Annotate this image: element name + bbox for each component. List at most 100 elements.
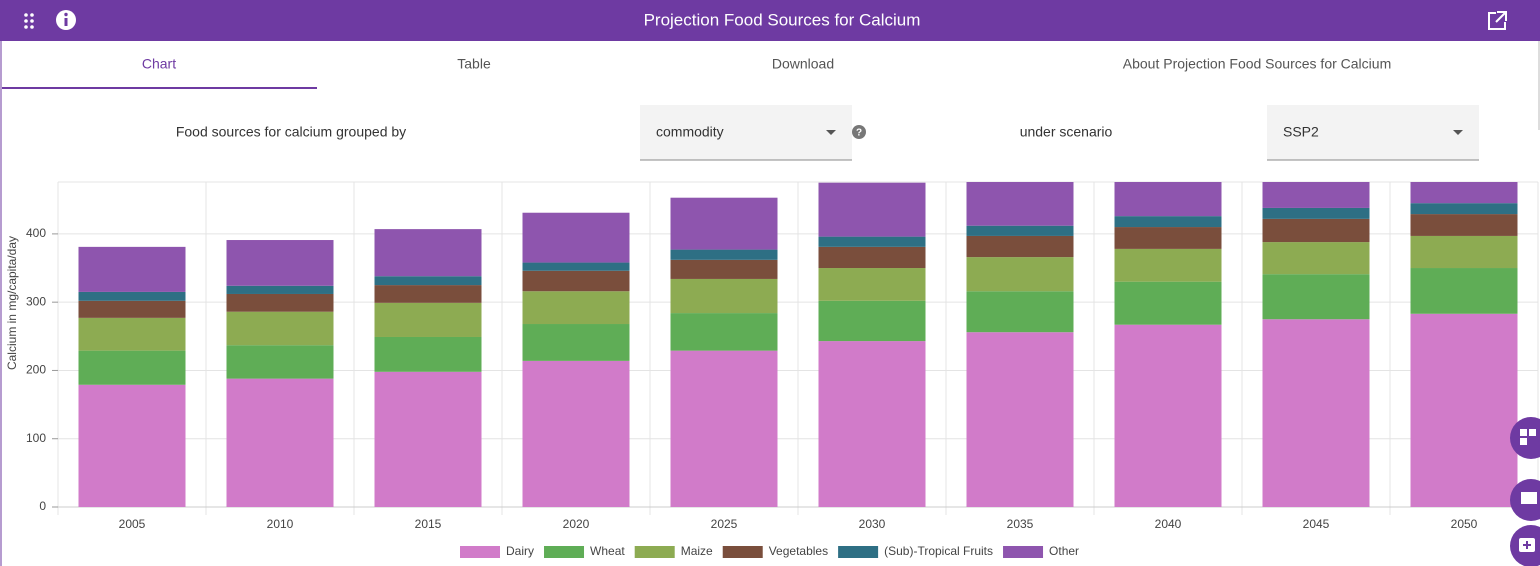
legend-label: (Sub)-Tropical Fruits	[884, 544, 993, 558]
legend-swatch	[722, 546, 763, 558]
bar-segment	[1410, 203, 1518, 215]
bar-segment	[226, 345, 334, 379]
bar-segment	[78, 291, 186, 301]
bar-segment	[1262, 242, 1370, 275]
bar-segment	[226, 293, 334, 312]
bar-segment	[78, 246, 186, 292]
bar-segment	[78, 300, 186, 318]
floating-button[interactable]	[1510, 479, 1540, 521]
bar-segment	[374, 276, 482, 286]
x-tick-label: 2035	[1007, 517, 1034, 531]
bar-segment	[78, 384, 186, 507]
bars	[78, 182, 1518, 507]
bar-segment	[818, 341, 926, 507]
x-tick-label: 2025	[711, 517, 738, 531]
x-tick-label: 2030	[859, 517, 886, 531]
header-bar	[0, 0, 1540, 41]
legend-label: Other	[1049, 544, 1079, 558]
bar-segment	[966, 332, 1074, 507]
y-axis-title: Calcium in mg/capita/day	[5, 236, 19, 370]
bar-segment	[670, 278, 778, 314]
bar-segment	[966, 225, 1074, 236]
x-tick-label: 2050	[1451, 517, 1478, 531]
x-tick-label: 2015	[415, 517, 442, 531]
y-tick-label: 400	[26, 226, 46, 240]
bar-segment	[226, 378, 334, 507]
bar-segment	[966, 291, 1074, 333]
y-tick-label: 300	[26, 294, 46, 308]
bar-segment	[374, 371, 482, 507]
bar-segment	[78, 350, 186, 385]
active-tab-indicator	[2, 87, 317, 89]
x-tick-label: 2040	[1155, 517, 1182, 531]
legend-label: Maize	[681, 544, 713, 558]
x-tick-label: 2005	[119, 517, 146, 531]
tab[interactable]: Download	[772, 56, 834, 72]
bar-segment	[1262, 182, 1370, 208]
bar-segment	[670, 197, 778, 250]
bar-segment	[374, 336, 482, 372]
chart: 0 100 200 300 400 2005 2010 2015 2020 2025 2030 203…	[26, 181, 1539, 558]
bar-segment	[966, 182, 1074, 226]
bar-segment	[818, 246, 926, 269]
bar-segment	[1410, 182, 1518, 204]
bar-segment	[1262, 207, 1370, 219]
bar-segment	[1114, 324, 1222, 507]
legend-label: Vegetables	[769, 544, 828, 558]
bar-segment	[78, 317, 186, 351]
bar-segment	[966, 235, 1074, 258]
bar-segment	[1114, 182, 1222, 217]
bar-segment	[1114, 248, 1222, 282]
info-icon[interactable]	[56, 10, 76, 30]
tab[interactable]: About Projection Food Sources for Calciu…	[1123, 56, 1391, 72]
tab[interactable]: Table	[457, 56, 491, 72]
open-external-icon[interactable]	[1488, 11, 1507, 30]
bar-segment	[670, 259, 778, 279]
apps-icon[interactable]	[24, 13, 34, 29]
bar-segment	[670, 350, 778, 507]
tab[interactable]: Chart	[142, 56, 176, 72]
scenario-select-value: SSP2	[1283, 124, 1319, 140]
x-tick-label: 2010	[267, 517, 294, 531]
floating-button[interactable]	[1510, 525, 1540, 566]
scenario-label: under scenario	[1020, 124, 1113, 140]
bar-segment	[522, 270, 630, 292]
bar-segment	[226, 240, 334, 286]
floating-button[interactable]	[1510, 417, 1540, 459]
legend-swatch	[460, 546, 500, 558]
legend-label: Dairy	[506, 544, 534, 558]
scenario-select[interactable]	[1267, 105, 1479, 161]
bar-segment	[522, 291, 630, 325]
bar-segment	[522, 324, 630, 361]
header-title: Projection Food Sources for Calcium	[644, 10, 921, 29]
bar-segment	[1114, 227, 1222, 249]
legend-swatch	[1003, 546, 1044, 558]
bar-segment	[1410, 268, 1518, 314]
bar-segment	[818, 268, 926, 301]
bar-segment	[226, 311, 334, 346]
bar-segment	[1262, 274, 1370, 320]
x-tick-label: 2020	[563, 517, 590, 531]
bar-segment	[818, 182, 926, 237]
legend-swatch	[634, 546, 675, 558]
help-icon[interactable]: ?	[852, 125, 866, 139]
bar-segment	[1262, 319, 1370, 507]
legend-label: Wheat	[590, 544, 625, 558]
svg-text:?: ?	[856, 128, 862, 139]
bar-segment	[522, 360, 630, 507]
bar-segment	[670, 313, 778, 351]
bar-segment	[374, 302, 482, 337]
legend-swatch	[544, 546, 585, 558]
bar-segment	[670, 249, 778, 260]
y-tick-label: 100	[26, 431, 46, 445]
group-select-value: commodity	[656, 124, 724, 140]
y-tick-label: 200	[26, 363, 46, 377]
bar-segment	[522, 262, 630, 271]
bar-segment	[226, 285, 334, 294]
bar-segment	[374, 229, 482, 277]
group-select[interactable]	[640, 105, 852, 161]
bar-segment	[966, 257, 1074, 292]
group-label: Food sources for calcium grouped by	[176, 124, 406, 140]
x-tick-label: 2045	[1303, 517, 1330, 531]
